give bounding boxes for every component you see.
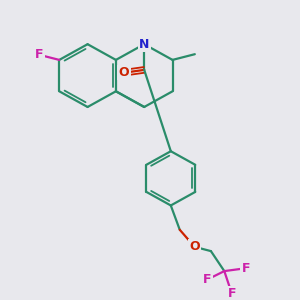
Text: F: F (227, 287, 236, 300)
Text: F: F (35, 48, 43, 61)
Text: F: F (242, 262, 250, 275)
Text: F: F (203, 273, 211, 286)
Text: O: O (189, 240, 200, 253)
Text: N: N (139, 38, 149, 51)
Text: O: O (119, 66, 129, 79)
